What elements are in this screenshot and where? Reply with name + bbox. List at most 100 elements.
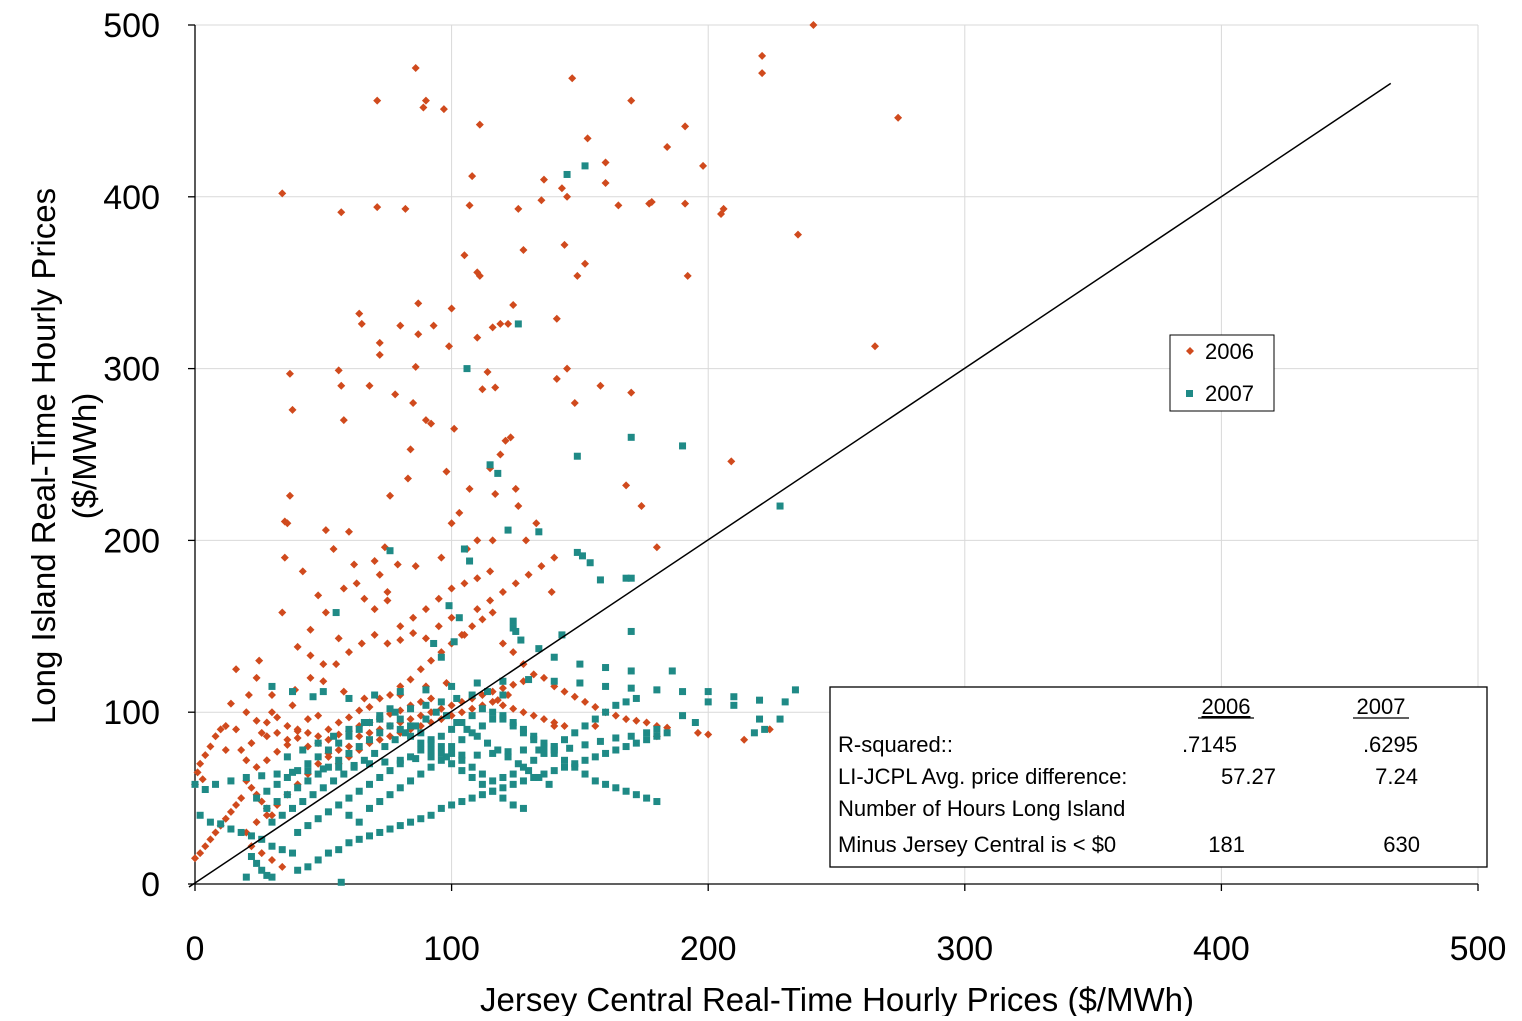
data-point-2006 <box>740 735 749 744</box>
data-point-2006 <box>285 369 294 378</box>
data-point-2006 <box>401 204 410 213</box>
legend-item-2006: 2006 <box>1186 339 1254 364</box>
data-point-2007 <box>478 705 486 713</box>
data-point-2007 <box>437 743 445 751</box>
data-point-2006 <box>211 828 220 837</box>
data-point-2007 <box>268 818 276 826</box>
data-point-2007 <box>653 732 661 740</box>
data-point-2006 <box>478 615 487 624</box>
data-point-2007 <box>258 772 266 780</box>
data-point-2006 <box>637 502 646 511</box>
data-point-2007 <box>514 760 522 768</box>
data-point-2007 <box>227 825 235 833</box>
data-point-2007 <box>704 698 712 706</box>
data-point-2007 <box>473 732 481 740</box>
data-point-2006 <box>488 536 497 545</box>
data-point-2007 <box>679 442 687 450</box>
data-point-2006 <box>396 636 405 645</box>
data-point-2006 <box>434 594 443 603</box>
data-point-2006 <box>267 811 276 820</box>
data-point-2007 <box>602 780 610 788</box>
data-point-2007 <box>314 739 322 747</box>
data-point-2006 <box>198 775 207 784</box>
data-point-2006 <box>468 622 477 631</box>
data-point-2006 <box>498 701 507 710</box>
data-point-2007 <box>466 557 474 565</box>
data-point-2007 <box>499 794 507 802</box>
data-point-2007 <box>602 682 610 690</box>
data-point-2006 <box>450 424 459 433</box>
data-point-2006 <box>460 251 469 260</box>
data-point-2006 <box>468 172 477 181</box>
data-point-2006 <box>509 301 518 310</box>
data-point-2007 <box>283 753 291 761</box>
data-point-2007 <box>345 732 353 740</box>
data-point-2007 <box>596 576 604 584</box>
data-point-2006 <box>226 699 235 708</box>
data-point-2007 <box>504 753 512 761</box>
data-point-2006 <box>681 122 690 131</box>
data-point-2006 <box>509 648 518 657</box>
data-point-2007 <box>602 749 610 757</box>
data-point-2006 <box>601 179 610 188</box>
data-point-2007 <box>704 688 712 696</box>
data-point-2006 <box>365 381 374 390</box>
data-point-2007 <box>263 787 271 795</box>
data-point-2006 <box>370 630 379 639</box>
data-point-2006 <box>693 728 702 737</box>
legend-label-2007: 2007 <box>1205 381 1254 406</box>
data-point-2007 <box>550 749 558 757</box>
data-point-2006 <box>627 96 636 105</box>
data-point-2007 <box>427 811 435 819</box>
data-point-2006 <box>539 175 548 184</box>
data-point-2006 <box>211 732 220 741</box>
data-point-2007 <box>484 688 492 696</box>
data-point-2006 <box>437 553 446 562</box>
data-point-2007 <box>571 763 579 771</box>
data-point-2006 <box>201 751 210 760</box>
data-point-2006 <box>486 567 495 576</box>
data-point-2006 <box>501 436 510 445</box>
data-point-2006 <box>563 364 572 373</box>
data-point-2007 <box>386 547 394 555</box>
data-point-2007 <box>627 433 635 441</box>
data-point-2006 <box>447 701 456 710</box>
data-point-2006 <box>375 350 384 359</box>
data-point-2006 <box>324 752 333 761</box>
data-point-2006 <box>421 96 430 105</box>
data-point-2007 <box>627 574 635 582</box>
data-point-2006 <box>429 321 438 330</box>
data-point-2007 <box>750 729 758 737</box>
data-point-2007 <box>627 684 635 692</box>
data-point-2006 <box>298 567 307 576</box>
data-point-2006 <box>611 711 620 720</box>
data-point-2007 <box>417 770 425 778</box>
data-point-2006 <box>232 665 241 674</box>
data-point-2006 <box>465 484 474 493</box>
data-point-2007 <box>278 811 286 819</box>
data-point-2007 <box>365 832 373 840</box>
data-point-2007 <box>730 693 738 701</box>
data-point-2006 <box>491 383 500 392</box>
data-point-2007 <box>371 749 379 757</box>
data-point-2007 <box>581 162 589 170</box>
data-point-2007 <box>622 574 630 582</box>
data-point-2007 <box>396 760 404 768</box>
y-axis-title: Long Island Real-Time Hourly Prices ($/M… <box>25 188 103 724</box>
data-point-2007 <box>632 694 640 702</box>
data-point-2006 <box>383 596 392 605</box>
data-point-2007 <box>473 679 481 687</box>
data-point-2007 <box>448 749 456 757</box>
data-point-2007 <box>304 760 312 768</box>
data-point-2006 <box>339 687 348 696</box>
data-point-2006 <box>191 854 199 863</box>
data-point-2007 <box>253 794 261 802</box>
data-point-2007 <box>386 705 394 713</box>
data-point-2006 <box>409 398 418 407</box>
data-point-2007 <box>761 725 769 733</box>
data-point-2006 <box>293 642 302 651</box>
data-point-2006 <box>288 701 297 710</box>
data-point-2007 <box>396 715 404 723</box>
data-point-2007 <box>437 804 445 812</box>
data-point-2007 <box>458 798 466 806</box>
